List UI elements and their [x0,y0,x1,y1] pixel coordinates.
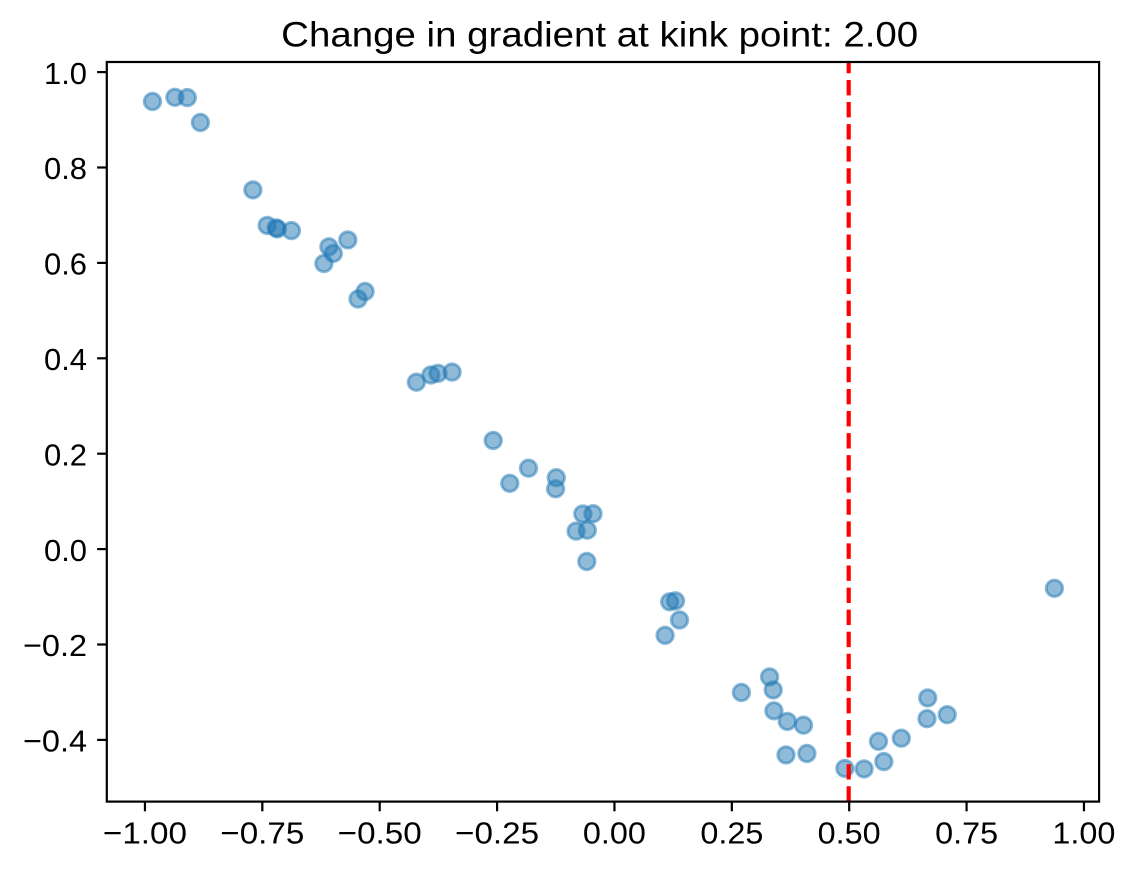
svg-text:−0.2: −0.2 [23,628,87,663]
svg-text:1.00: 1.00 [1052,816,1115,851]
svg-text:0.2: 0.2 [44,437,87,472]
svg-text:0.25: 0.25 [700,816,763,851]
svg-text:0.6: 0.6 [44,247,87,282]
svg-text:0.4: 0.4 [44,342,87,377]
svg-text:0.0: 0.0 [44,533,87,568]
svg-text:Change in gradient at kink poi: Change in gradient at kink point: 2.00 [281,14,918,54]
svg-text:−1.00: −1.00 [103,816,187,851]
svg-text:0.50: 0.50 [818,816,881,851]
svg-text:0.8: 0.8 [44,151,87,186]
svg-text:−0.50: −0.50 [338,816,422,851]
svg-text:−0.75: −0.75 [220,816,304,851]
svg-text:−0.25: −0.25 [455,816,539,851]
svg-text:0.75: 0.75 [935,816,998,851]
svg-text:1.0: 1.0 [44,56,87,91]
svg-text:−0.4: −0.4 [23,724,87,759]
svg-text:0.00: 0.00 [583,816,646,851]
